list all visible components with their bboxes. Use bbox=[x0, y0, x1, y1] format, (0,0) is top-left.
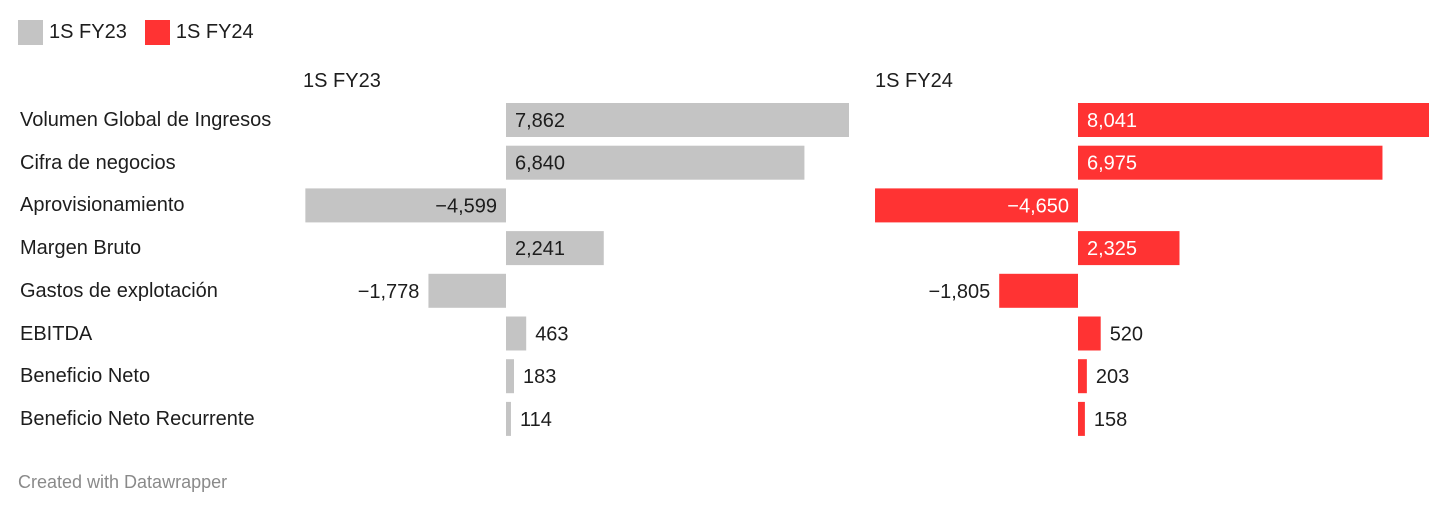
legend-label-fy23: 1S FY23 bbox=[49, 21, 127, 43]
legend: 1S FY23 1S FY24 bbox=[18, 20, 272, 45]
data-label: −4,599 bbox=[435, 195, 497, 217]
column-title-fy24: 1S FY24 bbox=[875, 70, 953, 92]
data-label: 203 bbox=[1096, 366, 1129, 388]
legend-swatch-fy24 bbox=[144, 20, 170, 45]
bar-fy23 bbox=[506, 359, 514, 394]
bar-fy24 bbox=[1078, 316, 1101, 351]
bar-fy23 bbox=[506, 316, 527, 351]
data-label: −1,778 bbox=[358, 281, 420, 303]
data-label: 6,840 bbox=[515, 153, 565, 175]
row-label: Beneficio Neto Recurrente bbox=[20, 407, 255, 430]
legend-item-fy24: 1S FY24 bbox=[144, 20, 254, 45]
bar-fy24 bbox=[1078, 401, 1085, 436]
row-label: EBITDA bbox=[20, 322, 93, 345]
bar-fy24 bbox=[999, 273, 1078, 308]
column-title-fy23: 1S FY23 bbox=[303, 70, 381, 92]
data-label: −4,650 bbox=[1007, 195, 1069, 217]
data-label: 463 bbox=[535, 324, 568, 346]
bar-fy23 bbox=[506, 103, 849, 137]
bar-fy24 bbox=[1078, 145, 1383, 180]
legend-label-fy24: 1S FY24 bbox=[175, 21, 254, 43]
bar-fy24 bbox=[1078, 231, 1180, 266]
data-label: 6,975 bbox=[1087, 153, 1137, 175]
row-label: Margen Bruto bbox=[20, 237, 142, 260]
bar-fy24 bbox=[875, 188, 1078, 223]
data-label: 114 bbox=[520, 409, 552, 431]
data-label: 520 bbox=[1110, 324, 1143, 346]
data-label: 8,041 bbox=[1087, 110, 1137, 132]
row-label: Volumen Global de Ingresos bbox=[20, 109, 272, 131]
data-label: 2,241 bbox=[515, 238, 565, 260]
legend-swatch-fy23 bbox=[18, 20, 43, 45]
row-label: Beneficio Neto bbox=[20, 365, 151, 388]
row-label: Aprovisionamiento bbox=[20, 194, 185, 217]
row-label: Gastos de explotación bbox=[20, 279, 218, 302]
data-label: −1,805 bbox=[928, 281, 990, 303]
data-label: 2,325 bbox=[1087, 238, 1137, 260]
bar-fy23 bbox=[506, 145, 805, 180]
row-label: Cifra de negocios bbox=[20, 151, 176, 174]
legend-item-fy23: 1S FY23 bbox=[18, 20, 127, 45]
bar-fy23 bbox=[305, 188, 506, 223]
bar-fy23 bbox=[506, 401, 511, 436]
bar-fy23 bbox=[428, 273, 506, 308]
credit-text: Created with Datawrapper bbox=[18, 472, 228, 492]
data-label: 158 bbox=[1094, 409, 1127, 431]
data-label: 183 bbox=[523, 366, 556, 388]
data-label: 7,862 bbox=[515, 110, 565, 132]
bar-fy24 bbox=[1078, 103, 1429, 137]
bar-fy23 bbox=[506, 231, 604, 266]
bar-fy24 bbox=[1078, 359, 1087, 394]
